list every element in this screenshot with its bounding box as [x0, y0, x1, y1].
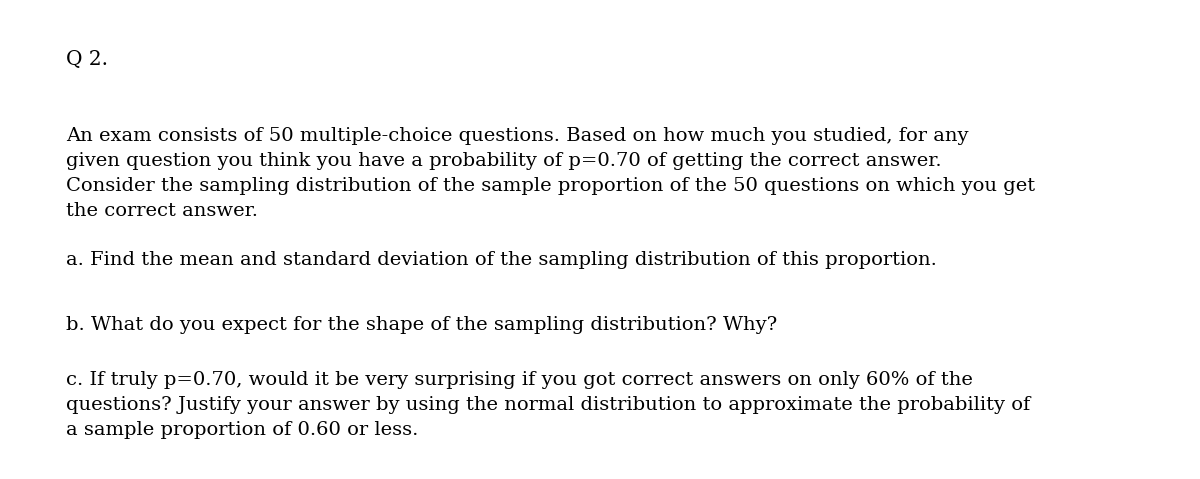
Text: b. What do you expect for the shape of the sampling distribution? Why?: b. What do you expect for the shape of t… [66, 316, 778, 334]
Text: c. If truly p=0.70, would it be very surprising if you got correct answers on on: c. If truly p=0.70, would it be very sur… [66, 371, 1031, 439]
Text: An exam consists of 50 multiple-choice questions. Based on how much you studied,: An exam consists of 50 multiple-choice q… [66, 127, 1036, 220]
Text: a. Find the mean and standard deviation of the sampling distribution of this pro: a. Find the mean and standard deviation … [66, 251, 937, 270]
Text: Q 2.: Q 2. [66, 50, 108, 69]
